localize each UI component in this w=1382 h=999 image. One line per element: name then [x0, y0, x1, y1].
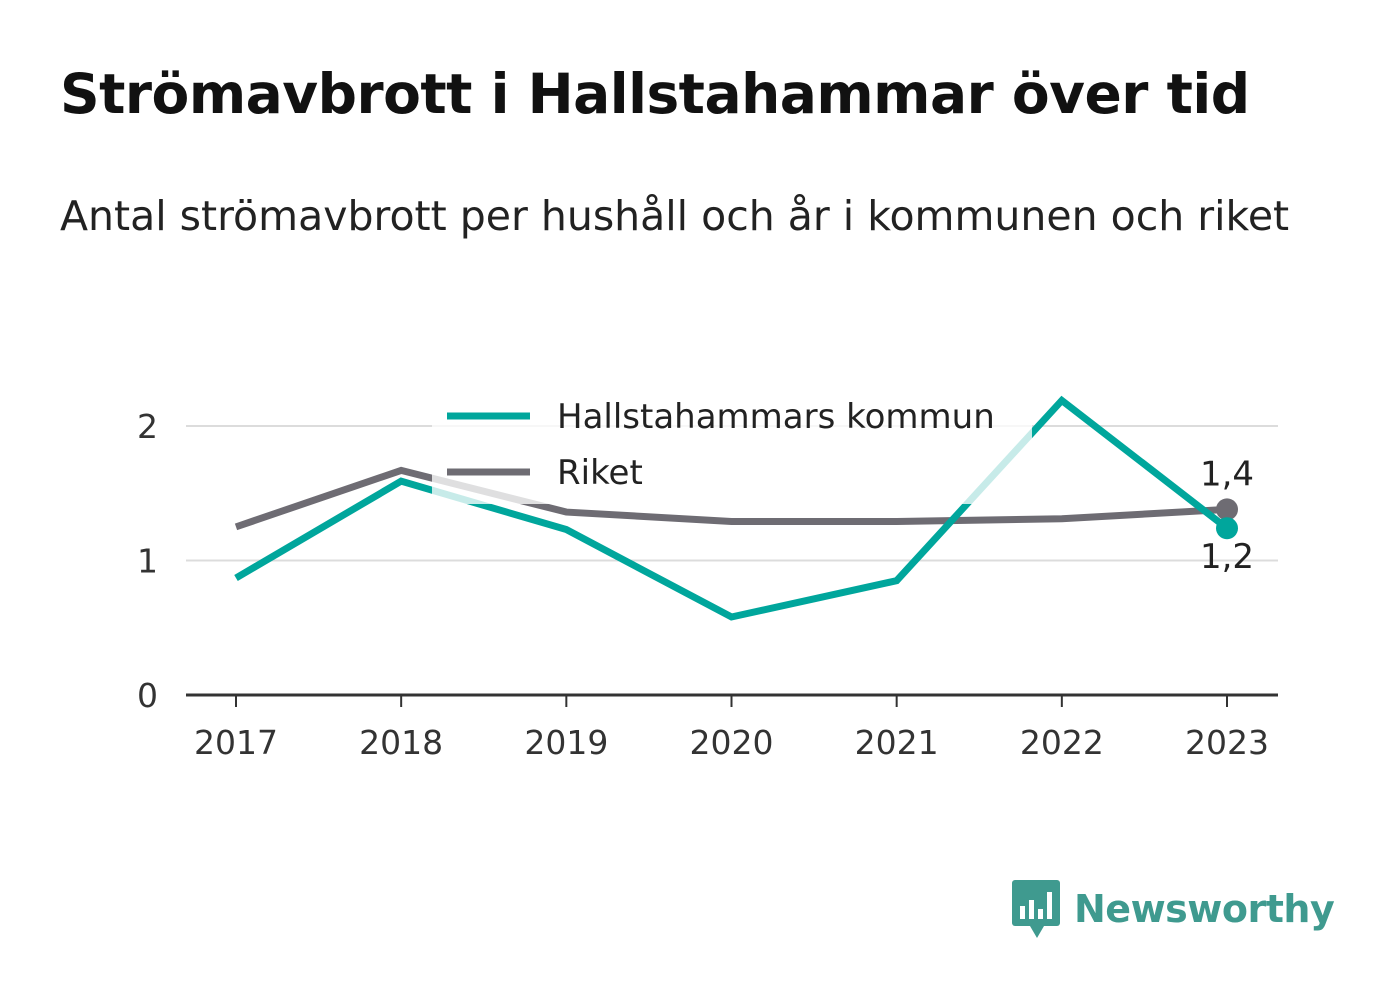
- legend: Hallstahammars kommun Riket: [432, 392, 1032, 504]
- series-line-riket: [234, 466, 1228, 531]
- x-tick-label: 2021: [855, 723, 939, 762]
- x-tick-label: 2019: [524, 723, 608, 762]
- x-tick-label: 2020: [690, 723, 774, 762]
- data-label-riket: 1,4: [1200, 454, 1254, 494]
- brand-name: Newsworthy: [1074, 887, 1335, 931]
- series-line-kommun: [234, 395, 1230, 621]
- x-axis: 2017 2018 2019 2020 2021 2022 2023: [186, 693, 1278, 762]
- legend-background: [432, 392, 1032, 504]
- x-tick-label: 2022: [1020, 723, 1104, 762]
- brand-logo: Newsworthy: [1010, 878, 1335, 940]
- legend-label: Hallstahammars kommun: [557, 397, 995, 437]
- chart-title: Strömavbrott i Hallstahammar över tid: [60, 62, 1250, 126]
- x-tick-label: 2023: [1185, 723, 1269, 762]
- y-tick-label: 0: [137, 676, 158, 715]
- y-axis-ticks: 0 1 2: [137, 407, 158, 715]
- series-lines: [234, 395, 1230, 621]
- end-points: 1,4 1,2: [1200, 454, 1254, 577]
- chart-subtitle: Antal strömavbrott per hushåll och år i …: [60, 192, 1290, 240]
- x-tick-label: 2018: [359, 723, 443, 762]
- y-tick-label: 2: [137, 407, 158, 446]
- end-point-kommun: [1216, 517, 1238, 540]
- legend-label: Riket: [557, 453, 643, 493]
- x-tick-label: 2017: [194, 723, 278, 762]
- newsworthy-logo-icon: [1012, 880, 1060, 938]
- y-tick-label: 1: [137, 542, 158, 581]
- end-point-riket: [1216, 498, 1238, 521]
- data-label-kommun: 1,2: [1200, 537, 1254, 577]
